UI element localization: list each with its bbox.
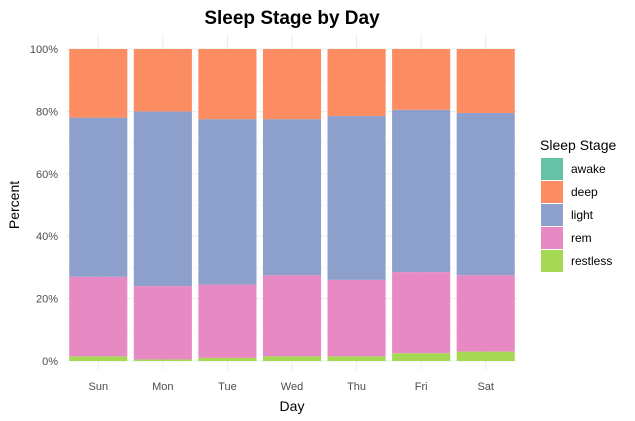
bar-sat-restless xyxy=(456,351,515,361)
bar-wed-light xyxy=(262,119,322,276)
x-tick-label: Thu xyxy=(347,381,366,393)
bar-fri-rem xyxy=(392,272,451,354)
x-tick-label: Wed xyxy=(281,381,303,393)
legend-swatch-light xyxy=(541,204,563,226)
x-tick-label: Fri xyxy=(415,381,428,393)
bar-wed-deep xyxy=(262,49,322,120)
x-tick-label: Sat xyxy=(477,381,494,393)
bar-thu-rem xyxy=(327,279,386,357)
x-axis-title: Day xyxy=(280,398,305,414)
bar-sat-rem xyxy=(456,275,515,352)
bar-thu-light xyxy=(327,116,386,280)
bar-sat-deep xyxy=(456,49,515,113)
legend-label-light: light xyxy=(571,208,594,222)
bar-mon-rem xyxy=(133,286,192,360)
bar-wed-rem xyxy=(262,275,322,357)
bar-fri-light xyxy=(392,109,451,273)
y-tick-label: 20% xyxy=(36,294,58,306)
y-tick-label: 40% xyxy=(36,231,58,243)
bar-thu-deep xyxy=(327,49,386,117)
y-tick-label: 80% xyxy=(36,106,58,118)
x-tick-label: Sun xyxy=(88,381,108,393)
legend-swatch-deep xyxy=(541,181,563,203)
x-tick-label: Mon xyxy=(152,381,173,393)
bar-thu-restless xyxy=(327,356,386,361)
y-axis-title: Percent xyxy=(6,181,22,229)
bar-sun-deep xyxy=(69,49,128,118)
chart-title: Sleep Stage by Day xyxy=(204,8,380,29)
bar-fri-restless xyxy=(392,353,451,361)
legend-title: Sleep Stage xyxy=(540,137,616,153)
bar-tue-restless xyxy=(198,357,257,361)
y-axis-ticks: 0% 20% 40% 60% 80% 100% xyxy=(30,44,58,368)
legend-swatch-awake xyxy=(541,158,563,180)
x-tick-label: Tue xyxy=(218,381,237,393)
y-tick-label: 100% xyxy=(30,44,58,56)
legend-label-restless: restless xyxy=(571,254,612,268)
legend-label-deep: deep xyxy=(571,185,598,199)
bar-sun-restless xyxy=(69,356,128,361)
bar-fri-deep xyxy=(392,49,451,110)
y-tick-label: 0% xyxy=(42,356,58,368)
x-axis-ticks: Sun Mon Tue Wed Thu Fri Sat xyxy=(88,381,493,393)
bar-mon-restless xyxy=(133,359,192,361)
bar-mon-light xyxy=(133,111,192,287)
bar-tue-deep xyxy=(198,49,257,120)
legend-label-awake: awake xyxy=(571,162,606,176)
legend-label-rem: rem xyxy=(571,231,592,245)
bar-sun-light xyxy=(69,117,128,277)
legend-swatch-restless xyxy=(541,250,563,272)
bar-mon-deep xyxy=(133,49,192,112)
legend-swatch-rem xyxy=(541,227,563,249)
bar-tue-rem xyxy=(198,284,257,358)
bar-wed-restless xyxy=(262,356,322,361)
bar-tue-light xyxy=(198,119,257,285)
legend: Sleep Stage awake deep light rem restless xyxy=(540,137,616,272)
bar-sun-rem xyxy=(69,276,128,357)
y-tick-label: 60% xyxy=(36,169,58,181)
bar-sat-light xyxy=(456,112,515,276)
bars xyxy=(69,49,515,361)
